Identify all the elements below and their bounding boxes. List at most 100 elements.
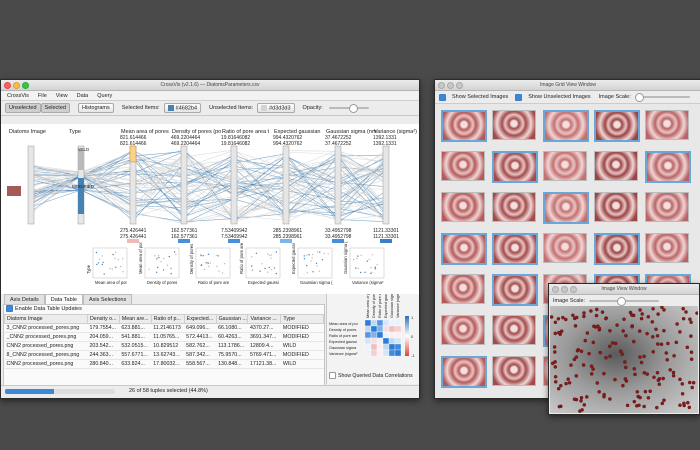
correlation-cell[interactable] bbox=[394, 349, 402, 357]
correlation-cell[interactable] bbox=[382, 319, 390, 327]
col-variance[interactable]: Variance ... bbox=[247, 314, 282, 324]
correlation-cell[interactable] bbox=[382, 325, 390, 333]
diatom-large-image[interactable] bbox=[550, 306, 698, 413]
axis-bar[interactable] bbox=[230, 145, 238, 225]
scatterplot-frame[interactable] bbox=[297, 247, 333, 279]
correlation-cell[interactable] bbox=[370, 331, 378, 339]
diatom-thumbnail[interactable] bbox=[441, 151, 485, 181]
scatterplot-frame[interactable] bbox=[195, 247, 231, 279]
axis-query-box[interactable] bbox=[129, 145, 137, 163]
type-category-modified[interactable] bbox=[78, 178, 84, 214]
correlation-cell[interactable] bbox=[370, 319, 378, 327]
correlation-cell[interactable] bbox=[364, 349, 372, 357]
view-image-scale-knob[interactable] bbox=[617, 296, 627, 306]
correlation-cell[interactable] bbox=[382, 343, 390, 351]
correlation-cell[interactable] bbox=[394, 319, 402, 327]
menu-data[interactable]: Data bbox=[76, 92, 89, 99]
table-row[interactable]: CNN2 processed_pores.png 203.542... 532.05… bbox=[4, 341, 324, 351]
diatom-thumbnail[interactable] bbox=[543, 233, 587, 263]
selected-line[interactable] bbox=[30, 180, 387, 218]
scatterplot-frame[interactable] bbox=[144, 247, 180, 279]
opacity-slider[interactable] bbox=[328, 104, 369, 113]
correlation-cell[interactable] bbox=[370, 337, 378, 345]
unselected-line[interactable] bbox=[31, 150, 387, 215]
diatom-thumbnail[interactable] bbox=[543, 192, 589, 224]
selected-line[interactable] bbox=[30, 175, 387, 216]
unselected-line[interactable] bbox=[30, 156, 387, 198]
diatom-thumbnail[interactable] bbox=[645, 192, 689, 222]
minimize-button[interactable] bbox=[13, 82, 20, 89]
correlation-cell[interactable] bbox=[382, 349, 390, 357]
unselected-line[interactable] bbox=[30, 171, 387, 218]
diatom-thumbnail[interactable] bbox=[441, 315, 485, 345]
col-type[interactable]: Type bbox=[280, 314, 324, 324]
diatom-thumbnail[interactable] bbox=[492, 274, 538, 306]
col-diatoms-image[interactable]: Diatoms Image bbox=[4, 314, 88, 324]
diatom-thumbnail[interactable] bbox=[645, 151, 691, 183]
diatom-thumbnail[interactable] bbox=[645, 110, 689, 140]
table-row[interactable]: 3_CNN2 processed_pores.png 179.7554... 623… bbox=[4, 323, 324, 333]
selected-color-picker[interactable]: #4682b4 bbox=[163, 102, 202, 114]
diatom-thumbnail[interactable] bbox=[645, 233, 689, 263]
correlation-cell[interactable] bbox=[388, 343, 396, 351]
tab-axis-details[interactable]: Axis Details bbox=[4, 294, 45, 305]
col-density[interactable]: Density o... bbox=[86, 314, 120, 324]
enable-updates-checkbox[interactable] bbox=[6, 305, 13, 313]
view-close-button[interactable] bbox=[552, 286, 559, 293]
parallel-coordinates-plot[interactable]: Diatoms Image Type Mean area of pores821.6… bbox=[1, 124, 419, 294]
unselected-line[interactable] bbox=[30, 176, 387, 217]
unselected-line[interactable] bbox=[30, 154, 387, 221]
show-corr-checkbox[interactable] bbox=[329, 372, 336, 379]
diatom-thumbnail[interactable] bbox=[441, 356, 487, 388]
correlation-cell[interactable] bbox=[376, 349, 384, 357]
table-row[interactable]: 8_CNN2 processed_pores.png 244.363... 557.… bbox=[4, 350, 324, 360]
table-row[interactable]: _CNN2 processed_pores.png 204.059... 541.8… bbox=[4, 332, 324, 342]
diatom-thumbnail[interactable] bbox=[594, 110, 640, 142]
correlation-cell[interactable] bbox=[364, 325, 372, 333]
correlation-cell[interactable] bbox=[376, 331, 384, 339]
diatom-thumbnail[interactable] bbox=[7, 186, 21, 196]
tab-axis-selections[interactable]: Axis Selections bbox=[82, 294, 133, 305]
grid-zoom-button[interactable] bbox=[456, 82, 463, 89]
correlation-cell[interactable] bbox=[388, 337, 396, 345]
correlation-cell[interactable] bbox=[376, 337, 384, 345]
zoom-button[interactable] bbox=[22, 82, 29, 89]
scatterplot-frame[interactable] bbox=[245, 247, 281, 279]
view-zoom-button[interactable] bbox=[570, 286, 577, 293]
menu-crossvis[interactable]: CrossVis bbox=[7, 92, 29, 99]
axis-bar[interactable] bbox=[27, 145, 35, 225]
menu-file[interactable]: File bbox=[37, 92, 47, 99]
unselected-line[interactable] bbox=[30, 153, 387, 223]
grid-minimize-button[interactable] bbox=[447, 82, 454, 89]
grid-image-scale-knob[interactable] bbox=[634, 93, 644, 102]
diatom-thumbnail[interactable] bbox=[492, 356, 536, 386]
diatom-thumbnail[interactable] bbox=[492, 233, 538, 265]
correlation-cell[interactable] bbox=[382, 331, 390, 339]
diatom-thumbnail[interactable] bbox=[492, 110, 536, 140]
diatom-thumbnail[interactable] bbox=[543, 151, 587, 181]
correlation-cell[interactable] bbox=[394, 331, 402, 339]
correlation-cell[interactable] bbox=[394, 325, 402, 333]
menu-query[interactable]: Query bbox=[97, 92, 113, 99]
tab-data-table[interactable]: Data Table bbox=[44, 294, 83, 305]
diatom-thumbnail[interactable] bbox=[492, 151, 538, 183]
col-expected[interactable]: Expected... bbox=[183, 314, 217, 324]
unselected-line[interactable] bbox=[30, 152, 387, 217]
col-mean-area[interactable]: Mean are... bbox=[118, 314, 152, 324]
show-selected-checkbox[interactable] bbox=[439, 93, 446, 101]
menu-view[interactable]: View bbox=[55, 92, 68, 99]
correlation-cell[interactable] bbox=[376, 325, 384, 333]
correlation-cell[interactable] bbox=[376, 319, 384, 327]
diatom-thumbnail[interactable] bbox=[594, 151, 638, 181]
grid-close-button[interactable] bbox=[438, 82, 445, 89]
diatom-thumbnail[interactable] bbox=[594, 192, 638, 222]
unselected-line[interactable] bbox=[30, 156, 387, 213]
correlation-cell[interactable] bbox=[394, 343, 402, 351]
correlation-cell[interactable] bbox=[364, 343, 372, 351]
correlation-cell[interactable] bbox=[376, 343, 384, 351]
selected-toggle[interactable]: Selected bbox=[40, 103, 70, 113]
histograms-toggle[interactable]: Histograms bbox=[77, 103, 114, 113]
opacity-slider-knob[interactable] bbox=[348, 104, 358, 113]
col-gaussian[interactable]: Gaussian ... bbox=[215, 314, 249, 324]
